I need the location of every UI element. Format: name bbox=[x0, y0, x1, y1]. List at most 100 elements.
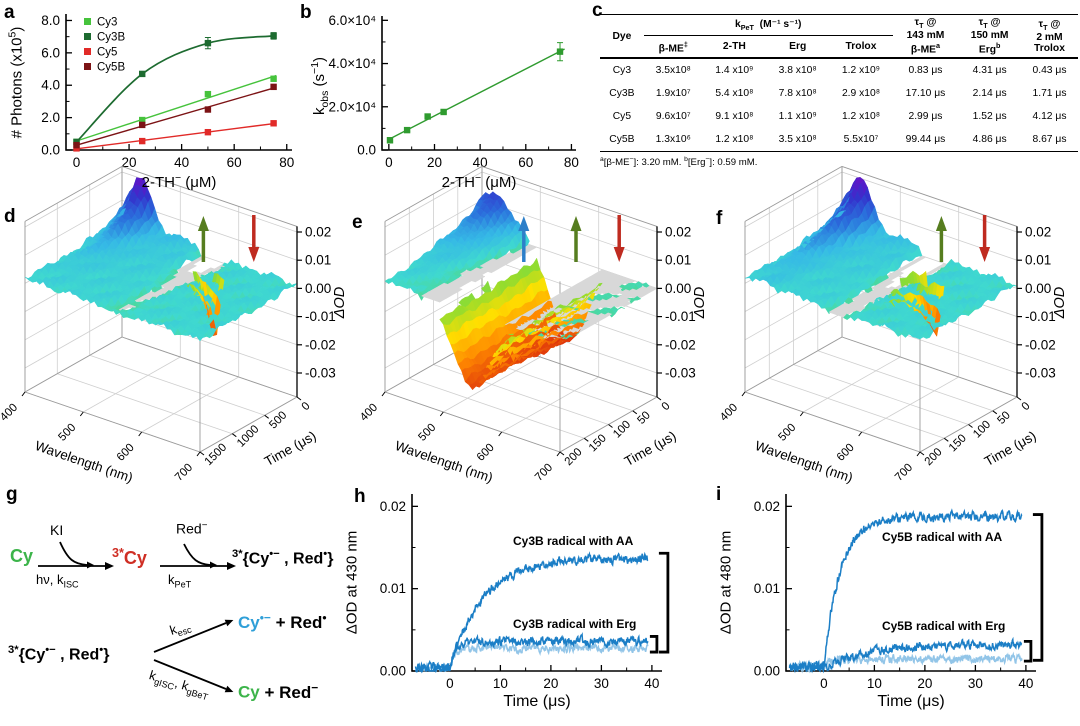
z-tick-label: -0.03 bbox=[305, 366, 336, 381]
panel-label-d: d bbox=[4, 206, 16, 227]
wavelength-tick-label: 600 bbox=[115, 442, 137, 464]
time-tick-label: 150 bbox=[587, 432, 609, 454]
z-axis-title: ΔOD bbox=[1052, 287, 1068, 319]
scheme-hv-kisc-label: hν, kISC bbox=[36, 572, 79, 590]
chart-i-xlabel: Time (μs) bbox=[877, 693, 945, 710]
scheme-cy-ground: Cy bbox=[10, 546, 34, 566]
series-Cy5B bbox=[73, 83, 277, 149]
wavelength-tick-label: 700 bbox=[893, 462, 915, 484]
panel-label-b: b bbox=[300, 2, 312, 23]
svg-text:8.0: 8.0 bbox=[41, 13, 60, 28]
table-header-tau-1: τT @150 mM Ergb bbox=[958, 14, 1021, 60]
wavelength-tick-label: 400 bbox=[0, 402, 20, 424]
z-tick-label: 0.01 bbox=[665, 253, 691, 268]
trace-Cy3B-with-AA bbox=[414, 551, 649, 674]
panel-g-scheme: Cy KI hν, kISC 3*Cy Red− kPeT 3*{Cy•− , … bbox=[2, 482, 333, 721]
table-row: Cy3 3.5x10⁸ 1.4 x10⁹ 3.8 x10⁸ 1.2 x10⁹ 0.83 μ… bbox=[612, 65, 1067, 77]
time-tick-label: 200 bbox=[563, 446, 585, 468]
wavelength-axis-title: Wavelength (nm) bbox=[753, 438, 855, 485]
panel-label-a: a bbox=[4, 2, 15, 23]
wavelength-tick-label: 600 bbox=[475, 442, 497, 464]
time-tick-label: 200 bbox=[923, 446, 945, 468]
table-subheader-2: Erg bbox=[766, 35, 830, 60]
table-row: Cy5B 1.3x10⁶ 1.2 x10⁸ 3.5 x10⁸ 5.5x10⁷ 99.44 … bbox=[600, 128, 1078, 153]
trace-Cy5B-with-Erg-light bbox=[788, 651, 1023, 674]
svg-text:10: 10 bbox=[493, 676, 508, 691]
scheme-ground-products: Cy + Red− bbox=[238, 680, 318, 703]
time-axis-title: Time (μs) bbox=[262, 428, 319, 469]
arrowhead bbox=[224, 619, 234, 627]
scheme-triplet-cy: 3*Cy bbox=[112, 546, 147, 568]
svg-text:80: 80 bbox=[564, 155, 579, 170]
chart-h-xlabel: Time (μs) bbox=[503, 693, 571, 710]
scheme-ki-label: KI bbox=[50, 522, 64, 538]
z-tick-label: -0.01 bbox=[1025, 309, 1056, 324]
chart-i-ylabel: ΔOD at 480 nm bbox=[717, 530, 735, 635]
annotation-arrow-up-1 bbox=[570, 216, 582, 231]
z-tick-label: 0.01 bbox=[1025, 253, 1051, 268]
z-tick-label: -0.02 bbox=[1025, 337, 1056, 352]
svg-text:10: 10 bbox=[867, 676, 882, 691]
wavelength-tick-label: 500 bbox=[776, 422, 798, 444]
chart-i-mount: 0 10 20 30 40 0.00 0.01 0.02 Cy5B radical with A… bbox=[706, 482, 1078, 726]
panel-d-surface: 0.02 0.01 0.00 -0.01 -0.02 -0.03 ΔOD 400 500 600 7… bbox=[0, 165, 360, 485]
z-tick-label: -0.03 bbox=[1025, 366, 1056, 381]
wavelength-tick-label: 500 bbox=[56, 422, 78, 444]
wavelength-axis-title: Wavelength (nm) bbox=[393, 438, 495, 485]
svg-text:40: 40 bbox=[174, 155, 189, 170]
svg-text:0: 0 bbox=[446, 676, 454, 691]
table-row: Cy3B 1.9x10⁷ 5.4 x10⁸ 7.8 x10⁸ 2.9 x10⁸ 17.10… bbox=[609, 88, 1067, 100]
wavelength-tick-label: 500 bbox=[416, 422, 438, 444]
trace-label-1: Cy3B radical with Erg bbox=[513, 617, 636, 631]
arrow-recombination bbox=[153, 659, 227, 690]
scheme-cy-radical: Cy•− bbox=[238, 610, 271, 632]
bracket-large bbox=[658, 551, 670, 654]
scheme-kpet-label: kPeT bbox=[168, 572, 192, 590]
svg-text:4.0: 4.0 bbox=[41, 78, 60, 93]
surface-d-mount: 0.02 0.01 0.00 -0.01 -0.02 -0.03 ΔOD 400 500 600 7… bbox=[0, 165, 360, 485]
svg-text:30: 30 bbox=[594, 676, 609, 691]
scheme-cy-regenerated: Cy bbox=[238, 682, 260, 702]
annotation-arrow-down-1 bbox=[248, 247, 260, 262]
arrowhead bbox=[105, 562, 114, 570]
arrowhead bbox=[87, 561, 94, 569]
svg-text:4.0×10⁴: 4.0×10⁴ bbox=[329, 56, 377, 71]
scheme-red-anion-product: + Red− bbox=[259, 680, 319, 702]
table-c: Dye kPeT (M⁻¹ s⁻¹) τT @143 mM β-MEa τT @150 … bbox=[600, 14, 1078, 153]
svg-text:40: 40 bbox=[473, 155, 488, 170]
legend-swatch-Cy3 bbox=[84, 18, 91, 25]
legend-swatch-Cy3B bbox=[84, 33, 91, 40]
chart-i: 0 10 20 30 40 0.00 0.01 0.02 Cy5B radical with A… bbox=[754, 494, 1044, 691]
svg-text:0.0: 0.0 bbox=[357, 143, 376, 158]
z-tick-label: 0.01 bbox=[305, 253, 331, 268]
svg-text:40: 40 bbox=[644, 676, 659, 691]
legend: Cy3 Cy3B Cy5 Cy5B bbox=[84, 17, 125, 74]
z-tick-label: 0.02 bbox=[665, 225, 691, 240]
wavelength-tick-label: 700 bbox=[173, 462, 195, 484]
svg-text:0.01: 0.01 bbox=[754, 581, 780, 596]
svg-text:0: 0 bbox=[820, 676, 828, 691]
rate-constant-table: Dye kPeT (M⁻¹ s⁻¹) τT @143 mM β-MEa τT @150 … bbox=[600, 14, 1078, 153]
panel-h-kinetics-chart: 0 10 20 30 40 0.00 0.01 0.02 Cy3B radical with A… bbox=[332, 482, 704, 721]
annotation-arrow-up-0 bbox=[935, 216, 947, 231]
annotation-arrow-down-2 bbox=[613, 247, 625, 262]
z-tick-label: -0.01 bbox=[305, 309, 336, 324]
trace-Cy5B-with-AA bbox=[788, 508, 1023, 674]
z-tick-label: -0.02 bbox=[305, 337, 336, 352]
svg-text:0.02: 0.02 bbox=[754, 499, 780, 514]
svg-text:0.02: 0.02 bbox=[380, 499, 406, 514]
svg-text:0: 0 bbox=[385, 155, 393, 170]
chart-h: 0 10 20 30 40 0.00 0.01 0.02 Cy3B radical with A… bbox=[380, 494, 670, 691]
svg-text:2.0: 2.0 bbox=[41, 110, 60, 125]
svg-text:6.0: 6.0 bbox=[41, 45, 60, 60]
z-tick-label: 0.00 bbox=[305, 281, 331, 296]
trace-label-1: Cy5B radical with Erg bbox=[882, 619, 1005, 633]
chart-a: 0 20 40 60 80 0.0 2.0 4.0 6.0 8.0 Cy3 Cy3B Cy5 Cy5B bbox=[41, 13, 294, 170]
table-row: Cy5 9.6x10⁷ 9.1 x10⁸ 1.1 x10⁹ 1.2 x10⁸ 2.99 μ… bbox=[612, 111, 1067, 123]
svg-text:20: 20 bbox=[917, 676, 932, 691]
legend-swatch-Cy5B bbox=[84, 63, 91, 70]
panel-label-c: c bbox=[592, 0, 603, 21]
table-subheader-0: β-ME‡ bbox=[643, 35, 703, 60]
time-axis-title: Time (μs) bbox=[982, 428, 1039, 469]
